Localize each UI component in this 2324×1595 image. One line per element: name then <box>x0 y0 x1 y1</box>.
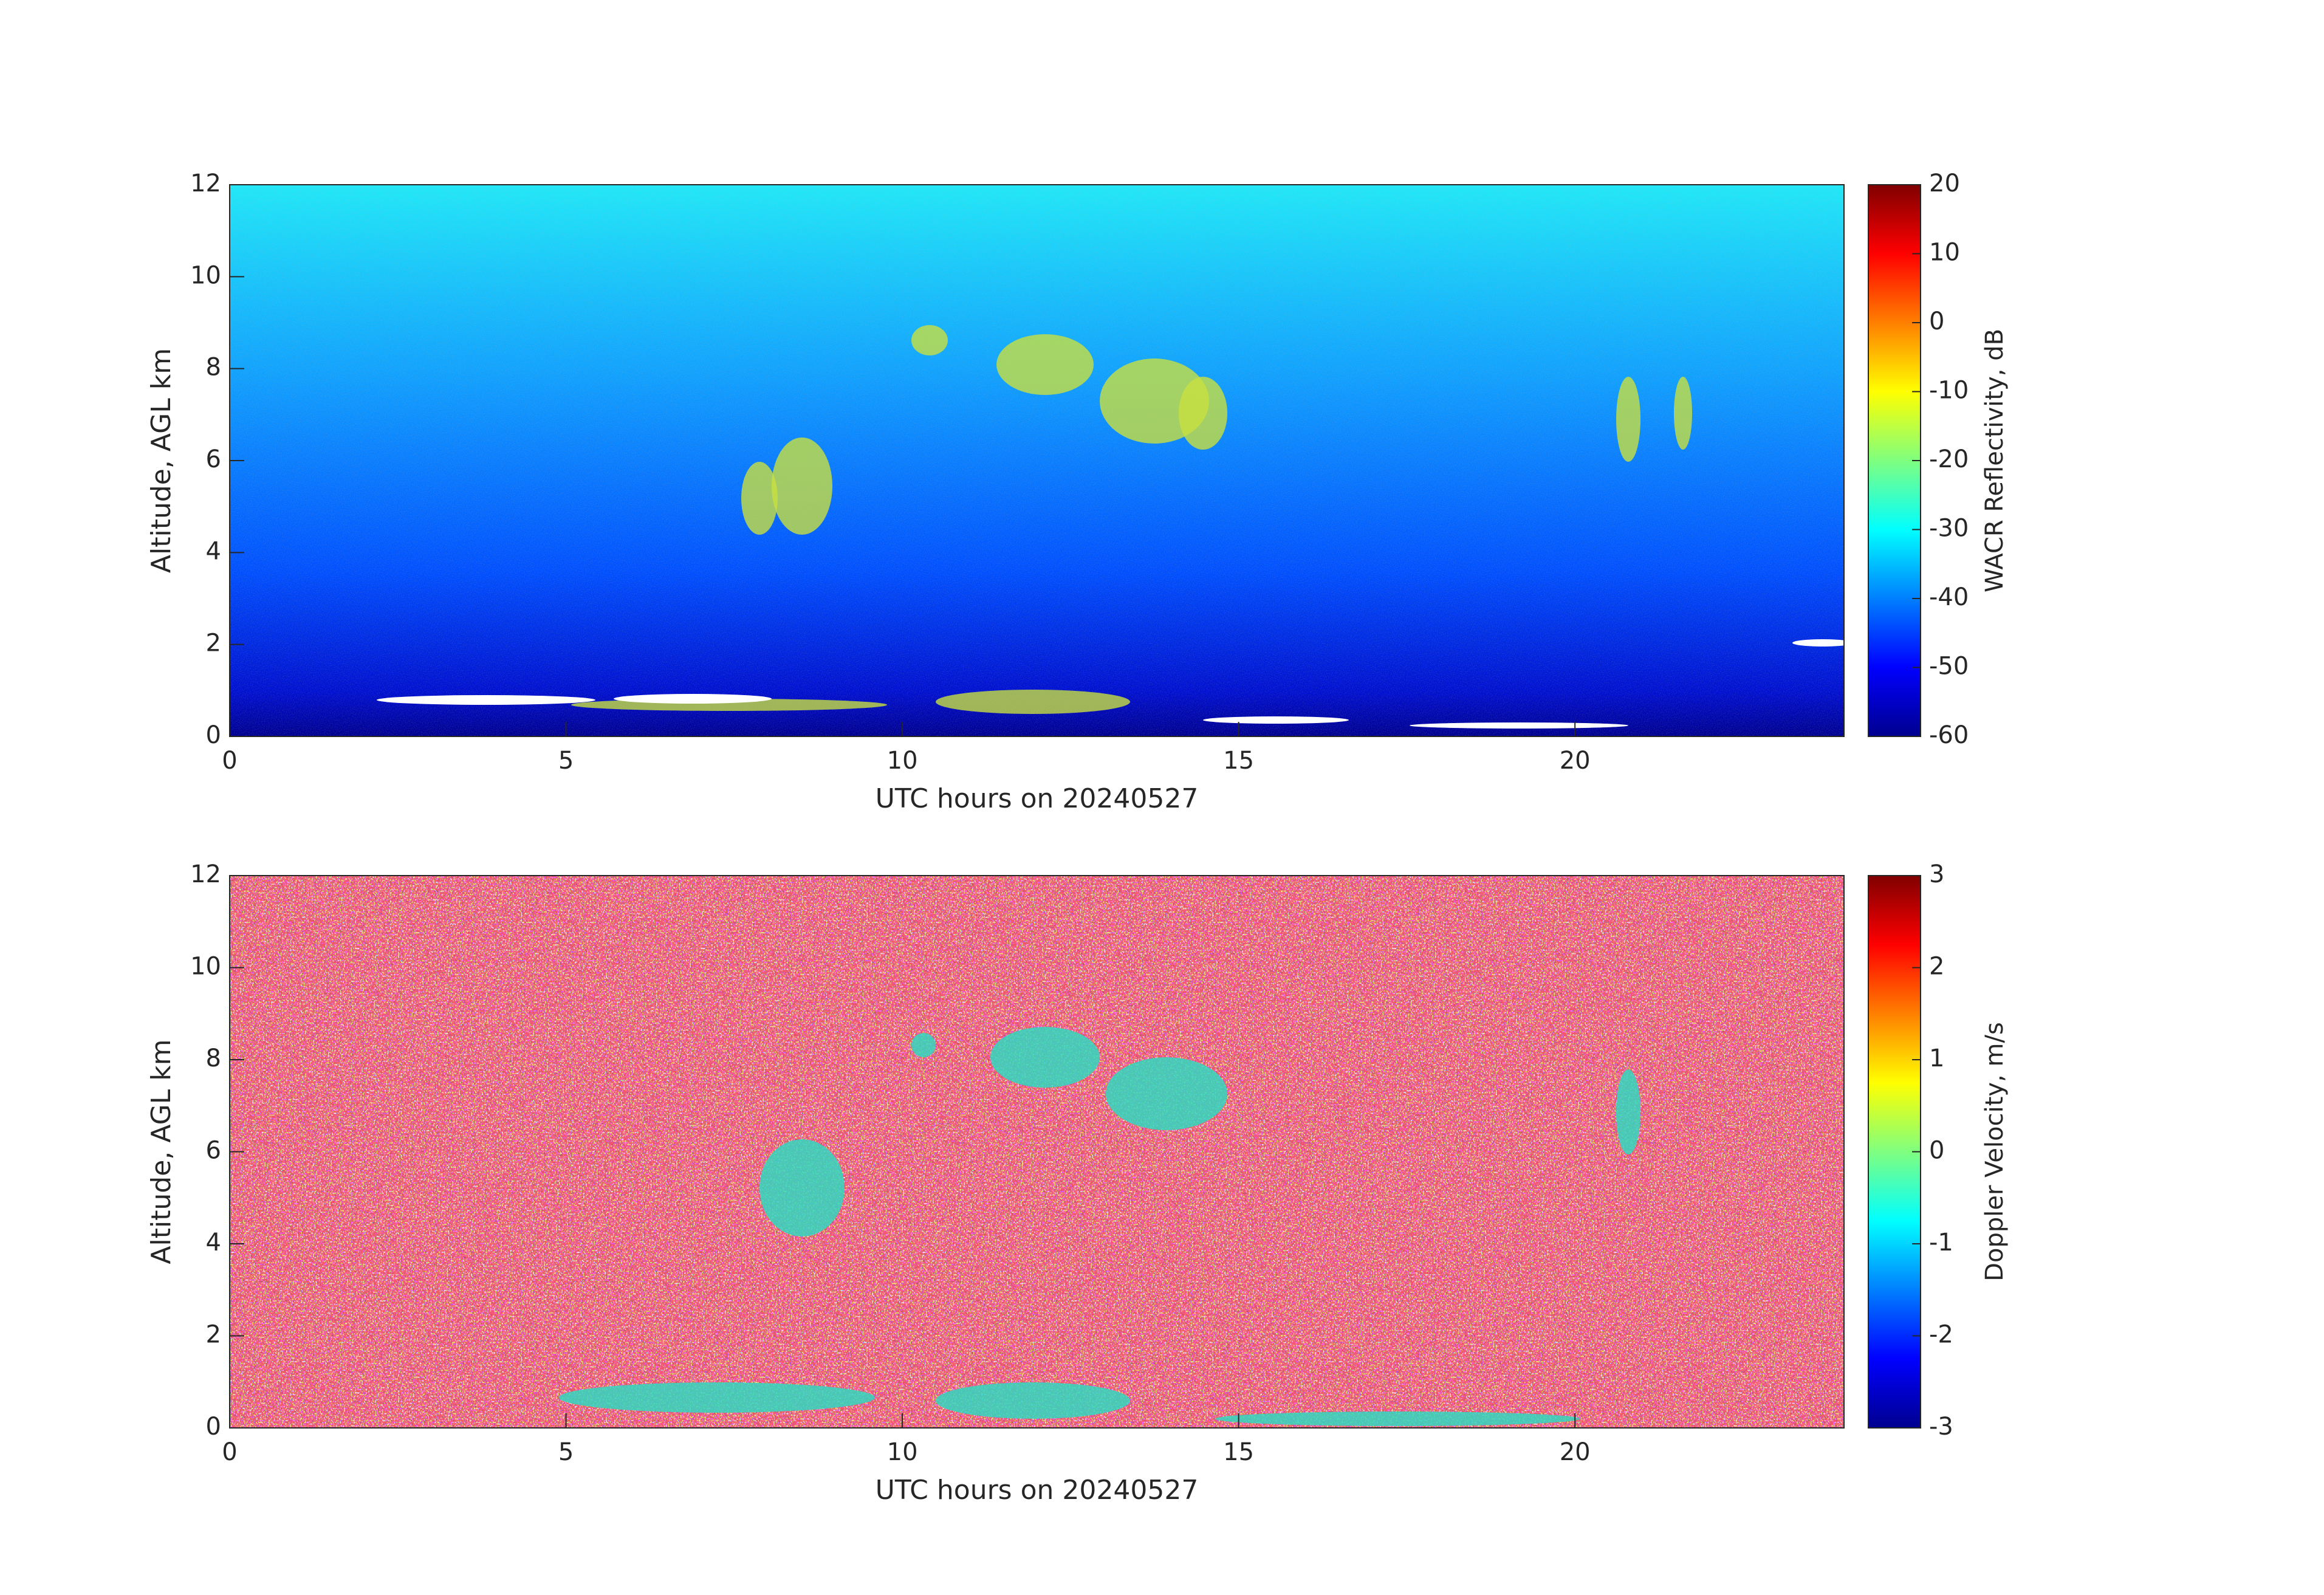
colorbar-tick-label: -60 <box>1929 721 1969 749</box>
cloud <box>1106 1057 1227 1130</box>
cloud <box>936 1382 1130 1419</box>
colorbar-tick-label: 0 <box>1929 1137 1944 1165</box>
y-axis-label: Altitude, AGL km <box>146 1039 177 1264</box>
colorbar-tick-label: 3 <box>1929 860 1944 888</box>
cloud <box>936 690 1130 714</box>
colorbar-tick-label: -30 <box>1929 515 1969 543</box>
x-tick-label: 20 <box>1560 1438 1591 1466</box>
cloud <box>1215 1411 1580 1426</box>
cloud <box>1616 377 1640 462</box>
colorbar-tick-label: 0 <box>1929 307 1944 335</box>
field-noise <box>230 876 1844 1428</box>
colorbar-tick-label: -1 <box>1929 1229 1953 1257</box>
x-axis-label: UTC hours on 20240527 <box>876 783 1199 814</box>
y-tick-label: 8 <box>206 354 221 382</box>
colorbar <box>1868 184 1921 737</box>
x-tick-label: 5 <box>558 1438 574 1466</box>
x-tick-label: 15 <box>1223 1438 1254 1466</box>
y-tick-label: 10 <box>190 953 221 981</box>
colorbar-tick-label: 20 <box>1929 170 1960 197</box>
colorbar-tick-label: -40 <box>1929 583 1969 611</box>
x-tick-label: 20 <box>1560 747 1591 775</box>
cloud <box>559 1382 875 1413</box>
colorbar-tick-label: -20 <box>1929 445 1969 473</box>
cloud <box>911 1033 936 1057</box>
x-tick-label: 0 <box>222 747 237 775</box>
colorbar-tick-label: 10 <box>1929 239 1960 267</box>
echo-top <box>377 695 595 705</box>
x-tick-label: 10 <box>887 1438 918 1466</box>
colorbar-tick-label: -10 <box>1929 377 1969 405</box>
colorbar-tick-label: -3 <box>1929 1413 1953 1441</box>
y-tick-label: 4 <box>206 537 221 565</box>
echo-top <box>614 694 772 704</box>
y-tick-label: 4 <box>206 1229 221 1257</box>
colorbar-tick-label: -50 <box>1929 653 1969 681</box>
y-tick-label: 8 <box>206 1044 221 1072</box>
y-tick-label: 0 <box>206 1413 221 1441</box>
echo-top <box>1203 716 1349 724</box>
colorbar-label: Doppler Velocity, m/s <box>1981 1022 2009 1281</box>
y-tick-label: 12 <box>190 860 221 888</box>
y-tick-label: 2 <box>206 1321 221 1349</box>
cloud <box>1616 1069 1640 1154</box>
echo-top <box>1410 722 1628 729</box>
colorbar-tick-label: 2 <box>1929 953 1944 981</box>
colorbar <box>1868 875 1921 1429</box>
x-tick-label: 10 <box>887 747 918 775</box>
colorbar-tick-label: -2 <box>1929 1321 1953 1349</box>
cloud <box>1674 377 1692 450</box>
y-tick-label: 12 <box>190 170 221 197</box>
cloud <box>759 1139 845 1237</box>
cloud <box>741 462 778 535</box>
colorbar-tick-label: 1 <box>1929 1044 1944 1072</box>
cloud <box>1179 377 1227 450</box>
cloud <box>911 325 948 355</box>
y-tick-label: 6 <box>206 1137 221 1165</box>
y-tick-label: 6 <box>206 445 221 473</box>
cloud <box>990 1027 1100 1088</box>
y-tick-label: 2 <box>206 629 221 657</box>
cloud <box>772 437 832 535</box>
panel: 0 5 10 15 20 0 2 4 6 8 10 12 UTC hours on 20240527 Al… <box>146 170 2009 814</box>
y-tick-label: 0 <box>206 721 221 749</box>
x-tick-label: 0 <box>222 1438 237 1466</box>
x-tick-label: 5 <box>558 747 574 775</box>
y-axis-label: Altitude, AGL km <box>146 348 177 573</box>
x-tick-label: 15 <box>1223 747 1254 775</box>
y-tick-label: 10 <box>190 261 221 289</box>
field-noise <box>230 185 1844 736</box>
echo-top <box>1792 639 1853 647</box>
colorbar-label: WACR Reflectivity, dB <box>1981 329 2009 592</box>
x-axis-label: UTC hours on 20240527 <box>876 1475 1199 1506</box>
cloud <box>996 334 1094 395</box>
